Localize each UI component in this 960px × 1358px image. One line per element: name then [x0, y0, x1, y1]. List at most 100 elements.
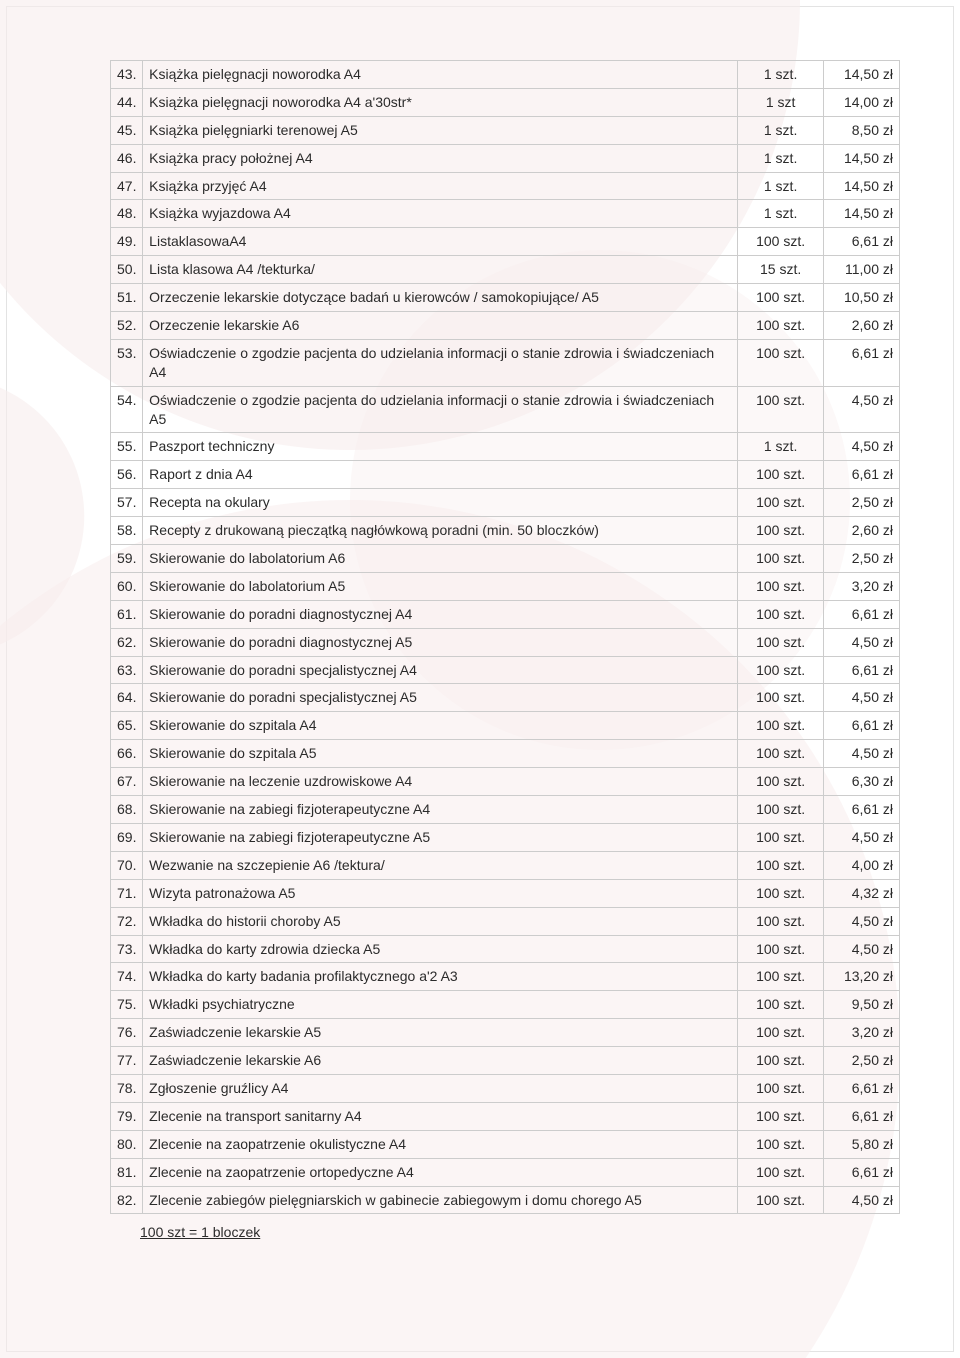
- row-name: Książka pielęgnacji noworodka A4 a'30str…: [143, 88, 738, 116]
- row-name: Książka wyjazdowa A4: [143, 200, 738, 228]
- row-index: 57.: [111, 489, 143, 517]
- row-price: 6,61 zł: [824, 228, 900, 256]
- row-price: 4,00 zł: [824, 851, 900, 879]
- table-row: 80.Zlecenie na zaopatrzenie okulistyczne…: [111, 1130, 900, 1158]
- table-row: 58.Recepty z drukowaną pieczątką nagłówk…: [111, 517, 900, 545]
- row-name: Zaświadczenie lekarskie A6: [143, 1047, 738, 1075]
- table-row: 73.Wkładka do karty zdrowia dziecka A510…: [111, 935, 900, 963]
- row-name: Skierowanie na leczenie uzdrowiskowe A4: [143, 768, 738, 796]
- row-name: Orzeczenie lekarskie A6: [143, 312, 738, 340]
- row-qty: 100 szt.: [738, 1074, 824, 1102]
- row-price: 4,50 zł: [824, 628, 900, 656]
- row-index: 58.: [111, 517, 143, 545]
- row-name: Skierowanie do poradni specjalistycznej …: [143, 684, 738, 712]
- document-page: 43.Książka pielęgnacji noworodka A41 szt…: [0, 0, 960, 1358]
- price-table: 43.Książka pielęgnacji noworodka A41 szt…: [110, 60, 900, 1214]
- table-row: 64.Skierowanie do poradni specjalistyczn…: [111, 684, 900, 712]
- row-price: 11,00 zł: [824, 256, 900, 284]
- row-qty: 100 szt.: [738, 1130, 824, 1158]
- row-name: Zlecenie na zaopatrzenie okulistyczne A4: [143, 1130, 738, 1158]
- row-index: 53.: [111, 339, 143, 386]
- row-index: 70.: [111, 851, 143, 879]
- row-name: Skierowanie do poradni diagnostycznej A5: [143, 628, 738, 656]
- row-price: 6,61 zł: [824, 712, 900, 740]
- table-row: 61.Skierowanie do poradni diagnostycznej…: [111, 600, 900, 628]
- row-qty: 100 szt.: [738, 656, 824, 684]
- row-qty: 1 szt.: [738, 172, 824, 200]
- row-index: 78.: [111, 1074, 143, 1102]
- row-price: 4,50 zł: [824, 386, 900, 433]
- row-name: Zgłoszenie gruźlicy A4: [143, 1074, 738, 1102]
- row-name: Wkładka do historii choroby A5: [143, 907, 738, 935]
- row-index: 81.: [111, 1158, 143, 1186]
- row-price: 4,50 zł: [824, 1186, 900, 1214]
- row-name: Skierowanie na zabiegi fizjoterapeutyczn…: [143, 823, 738, 851]
- row-index: 54.: [111, 386, 143, 433]
- row-qty: 100 szt.: [738, 600, 824, 628]
- row-qty: 100 szt.: [738, 879, 824, 907]
- row-qty: 100 szt.: [738, 935, 824, 963]
- table-row: 79.Zlecenie na transport sanitarny A4100…: [111, 1102, 900, 1130]
- row-price: 8,50 zł: [824, 116, 900, 144]
- row-price: 3,20 zł: [824, 572, 900, 600]
- table-row: 46.Książka pracy położnej A41 szt.14,50 …: [111, 144, 900, 172]
- row-name: Zaświadczenie lekarskie A5: [143, 1019, 738, 1047]
- row-name: Książka pielęgnacji noworodka A4: [143, 61, 738, 89]
- row-name: Wkładka do karty zdrowia dziecka A5: [143, 935, 738, 963]
- row-index: 51.: [111, 284, 143, 312]
- row-name: Paszport techniczny: [143, 433, 738, 461]
- row-price: 6,61 zł: [824, 1158, 900, 1186]
- table-row: 50.Lista klasowa A4 /tekturka/15 szt.11,…: [111, 256, 900, 284]
- table-row: 68.Skierowanie na zabiegi fizjoterapeuty…: [111, 796, 900, 824]
- table-row: 63.Skierowanie do poradni specjalistyczn…: [111, 656, 900, 684]
- row-name: Wizyta patronażowa A5: [143, 879, 738, 907]
- row-index: 62.: [111, 628, 143, 656]
- row-price: 4,50 zł: [824, 935, 900, 963]
- row-qty: 100 szt.: [738, 1019, 824, 1047]
- row-qty: 100 szt.: [738, 991, 824, 1019]
- table-row: 48.Książka wyjazdowa A41 szt.14,50 zł: [111, 200, 900, 228]
- row-qty: 1 szt.: [738, 433, 824, 461]
- table-row: 76.Zaświadczenie lekarskie A5100 szt.3,2…: [111, 1019, 900, 1047]
- row-index: 46.: [111, 144, 143, 172]
- row-qty: 1 szt.: [738, 200, 824, 228]
- row-price: 4,32 zł: [824, 879, 900, 907]
- row-price: 14,00 zł: [824, 88, 900, 116]
- table-row: 71.Wizyta patronażowa A5100 szt.4,32 zł: [111, 879, 900, 907]
- row-index: 64.: [111, 684, 143, 712]
- row-qty: 1 szt: [738, 88, 824, 116]
- row-qty: 100 szt.: [738, 572, 824, 600]
- row-name: Skierowanie do labolatorium A5: [143, 572, 738, 600]
- table-row: 78.Zgłoszenie gruźlicy A4100 szt.6,61 zł: [111, 1074, 900, 1102]
- row-index: 55.: [111, 433, 143, 461]
- row-index: 82.: [111, 1186, 143, 1214]
- row-price: 14,50 zł: [824, 144, 900, 172]
- row-index: 76.: [111, 1019, 143, 1047]
- row-index: 69.: [111, 823, 143, 851]
- row-qty: 100 szt.: [738, 545, 824, 573]
- row-index: 56.: [111, 461, 143, 489]
- row-qty: 1 szt.: [738, 144, 824, 172]
- table-row: 54.Oświadczenie o zgodzie pacjenta do ud…: [111, 386, 900, 433]
- row-qty: 100 szt.: [738, 796, 824, 824]
- row-qty: 100 szt.: [738, 684, 824, 712]
- row-price: 2,50 zł: [824, 1047, 900, 1075]
- row-index: 59.: [111, 545, 143, 573]
- row-index: 45.: [111, 116, 143, 144]
- row-name: Książka pracy położnej A4: [143, 144, 738, 172]
- table-row: 52.Orzeczenie lekarskie A6100 szt.2,60 z…: [111, 312, 900, 340]
- table-row: 70.Wezwanie na szczepienie A6 /tektura/1…: [111, 851, 900, 879]
- row-qty: 100 szt.: [738, 339, 824, 386]
- row-price: 2,60 zł: [824, 517, 900, 545]
- row-index: 77.: [111, 1047, 143, 1075]
- row-qty: 100 szt.: [738, 312, 824, 340]
- row-index: 68.: [111, 796, 143, 824]
- table-row: 67.Skierowanie na leczenie uzdrowiskowe …: [111, 768, 900, 796]
- table-row: 82.Zlecenie zabiegów pielęgniarskich w g…: [111, 1186, 900, 1214]
- row-name: Skierowanie do szpitala A4: [143, 712, 738, 740]
- row-price: 14,50 zł: [824, 61, 900, 89]
- row-index: 61.: [111, 600, 143, 628]
- row-price: 13,20 zł: [824, 963, 900, 991]
- table-row: 81.Zlecenie na zaopatrzenie ortopedyczne…: [111, 1158, 900, 1186]
- table-row: 60.Skierowanie do labolatorium A5100 szt…: [111, 572, 900, 600]
